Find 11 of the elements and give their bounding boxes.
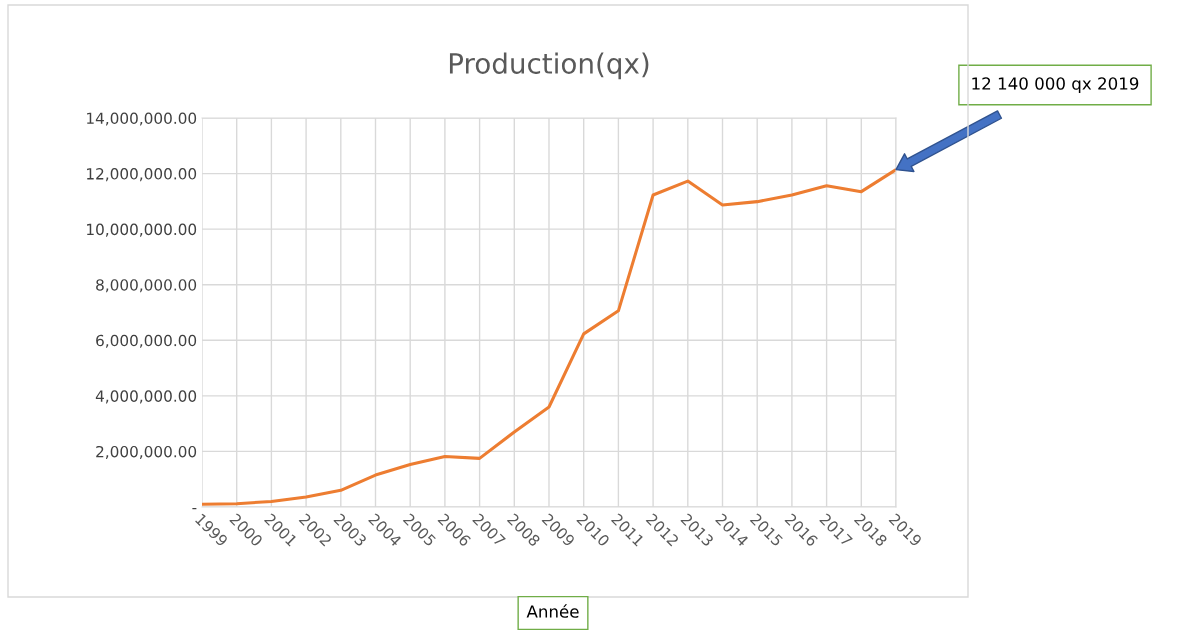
y-tick-label: 4,000,000.00 (95, 390, 197, 404)
y-tick-label: 2,000,000.00 (96, 445, 197, 460)
y-tick-label: 12,000,000.00 (87, 168, 197, 182)
x-axis-title: Année (526, 604, 579, 618)
chart-title: Production(qx) (449, 52, 649, 80)
y-tick-label: 6,000,000.00 (96, 334, 197, 348)
y-tick-label: 8,000,000.00 (96, 279, 197, 293)
y-tick-label: 10,000,000.00 (87, 223, 197, 237)
y-tick-label: 14,000,000.00 (87, 112, 197, 126)
text: 12 140 000 qx 2019 (972, 77, 1139, 94)
y-tick-label: - (192, 508, 197, 510)
